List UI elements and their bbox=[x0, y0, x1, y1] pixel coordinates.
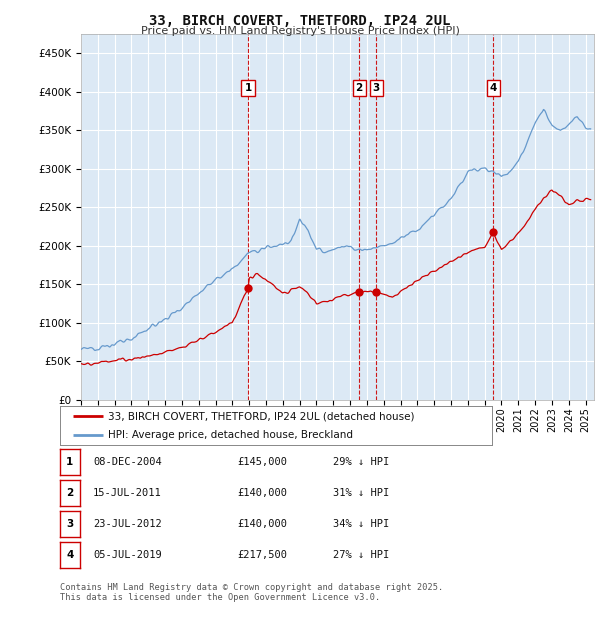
Text: 4: 4 bbox=[66, 550, 74, 560]
Text: HPI: Average price, detached house, Breckland: HPI: Average price, detached house, Brec… bbox=[107, 430, 353, 440]
Text: 1: 1 bbox=[244, 83, 251, 93]
Text: 08-DEC-2004: 08-DEC-2004 bbox=[93, 457, 162, 467]
Text: Price paid vs. HM Land Registry's House Price Index (HPI): Price paid vs. HM Land Registry's House … bbox=[140, 26, 460, 36]
Text: 3: 3 bbox=[373, 83, 380, 93]
Text: £140,000: £140,000 bbox=[237, 519, 287, 529]
Text: 23-JUL-2012: 23-JUL-2012 bbox=[93, 519, 162, 529]
Text: 34% ↓ HPI: 34% ↓ HPI bbox=[333, 519, 389, 529]
Text: 1: 1 bbox=[66, 457, 74, 467]
Text: 4: 4 bbox=[490, 83, 497, 93]
Text: 2: 2 bbox=[66, 488, 74, 498]
Text: Contains HM Land Registry data © Crown copyright and database right 2025.
This d: Contains HM Land Registry data © Crown c… bbox=[60, 583, 443, 602]
Text: 27% ↓ HPI: 27% ↓ HPI bbox=[333, 550, 389, 560]
Text: £145,000: £145,000 bbox=[237, 457, 287, 467]
Text: £217,500: £217,500 bbox=[237, 550, 287, 560]
Text: 31% ↓ HPI: 31% ↓ HPI bbox=[333, 488, 389, 498]
Text: 29% ↓ HPI: 29% ↓ HPI bbox=[333, 457, 389, 467]
Text: 3: 3 bbox=[66, 519, 74, 529]
Text: 05-JUL-2019: 05-JUL-2019 bbox=[93, 550, 162, 560]
Text: 2: 2 bbox=[356, 83, 363, 93]
Text: £140,000: £140,000 bbox=[237, 488, 287, 498]
Text: 15-JUL-2011: 15-JUL-2011 bbox=[93, 488, 162, 498]
Text: 33, BIRCH COVERT, THETFORD, IP24 2UL (detached house): 33, BIRCH COVERT, THETFORD, IP24 2UL (de… bbox=[107, 412, 414, 422]
Text: 33, BIRCH COVERT, THETFORD, IP24 2UL: 33, BIRCH COVERT, THETFORD, IP24 2UL bbox=[149, 14, 451, 28]
